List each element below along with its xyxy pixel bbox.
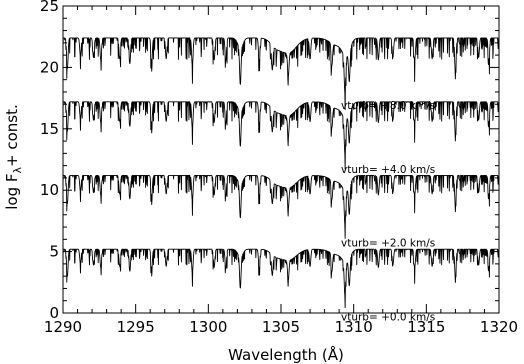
y-tick-label: 20 <box>40 58 59 76</box>
y-tick-label: 25 <box>40 0 59 15</box>
axes-layer: 1290 1295 1300 1305 1310 1315 1320 0 5 10 15 20 25 <box>40 0 518 336</box>
series-layer <box>62 37 500 309</box>
x-tick-label: 1290 <box>44 318 82 336</box>
y-axis-title: log Fλ+ const. <box>3 104 24 210</box>
x-tick-label: 1300 <box>189 318 227 336</box>
x-tick-label: 1320 <box>480 318 518 336</box>
annotation-layer: vturb= +0.0 km/s vturb= +2.0 km/s vturb= +… <box>341 100 435 323</box>
y-axis-title-prefix: log F <box>3 173 21 209</box>
x-tick-label: 1295 <box>117 318 155 336</box>
x-axis-title: Wavelength (Å) <box>228 345 344 364</box>
y-tick-label: 5 <box>49 243 59 261</box>
y-tick-label: 0 <box>49 304 59 322</box>
spectrum-series-line <box>62 101 500 170</box>
vturb-annotation: vturb= +2.0 km/s <box>341 238 435 250</box>
x-tick-label: 1315 <box>407 318 445 336</box>
y-axis-title-suffix: + const. <box>3 104 21 167</box>
y-tick-label: 15 <box>40 120 59 138</box>
spectrum-series-line <box>62 37 500 110</box>
x-tick-label: 1310 <box>335 318 373 336</box>
vturb-annotation: vturb= +8.0 km/s <box>341 100 435 112</box>
spectrum-series-line <box>62 175 500 239</box>
vturb-annotation: vturb= +0.0 km/s <box>341 311 435 323</box>
y-tick-label: 10 <box>40 181 59 199</box>
y-axis-title-subscript: λ <box>11 166 24 173</box>
vturb-annotation: vturb= +4.0 km/s <box>341 164 435 176</box>
spectrum-series-line <box>62 248 500 309</box>
x-tick-label: 1305 <box>262 318 300 336</box>
